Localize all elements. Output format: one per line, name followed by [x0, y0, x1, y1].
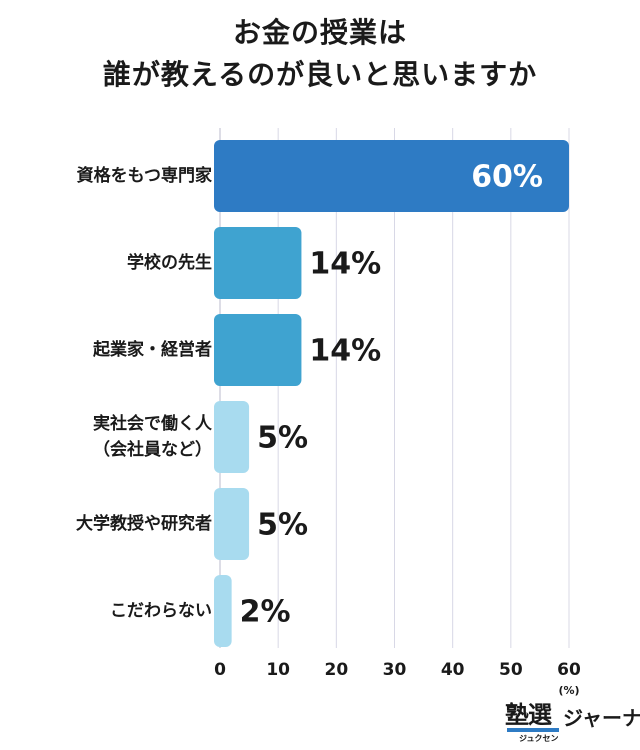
x-tick-label: 20 [324, 660, 348, 680]
x-tick-label: 50 [499, 660, 523, 680]
category-label: （会社員など） [93, 439, 212, 460]
bar [214, 140, 569, 212]
logo-underline [507, 728, 559, 732]
category-label: 起業家・経営者 [92, 339, 212, 360]
value-label: 5% [257, 421, 308, 456]
logo-text: ジャーナル [563, 706, 640, 730]
logo-mark: 塾選 [505, 701, 552, 729]
x-tick-label: 60 [557, 660, 581, 680]
bar [214, 401, 250, 473]
category-label: 実社会で働く人 [93, 413, 213, 434]
x-tick-label: 10 [266, 660, 290, 680]
value-label: 5% [257, 508, 308, 543]
x-unit-label: (%) [558, 684, 579, 697]
x-tick-label: 30 [383, 660, 407, 680]
x-tick-label: 0 [214, 660, 226, 680]
category-label: 学校の先生 [127, 252, 212, 273]
value-label: 14% [309, 334, 381, 369]
value-label: 2% [240, 595, 291, 630]
chart-title-line-1: お金の授業は [232, 16, 407, 49]
category-label: 資格をもつ専門家 [77, 165, 212, 186]
value-label: 14% [309, 247, 381, 282]
bar [214, 314, 302, 386]
chart-title-line-2: 誰が教えるのが良いと思いますか [102, 58, 538, 91]
bar [214, 227, 302, 299]
bar [214, 575, 232, 647]
bar [214, 488, 250, 560]
brand-logo: 塾選 ジュクセン ジャーナル [505, 701, 640, 746]
bar-chart: 資格をもつ専門家 60% 学校の先生 14% 起業家・経営者 14% 実社会で働く人 （会社員… [76, 128, 581, 697]
logo-kana: ジュクセン [519, 734, 559, 743]
category-label: 大学教授や研究者 [76, 513, 212, 534]
x-tick-label: 40 [441, 660, 465, 680]
chart-title: お金の授業は 誰が教えるのが良いと思いますか [0, 12, 640, 96]
value-label: 60% [471, 160, 543, 195]
category-label: こだわらない [110, 601, 212, 621]
